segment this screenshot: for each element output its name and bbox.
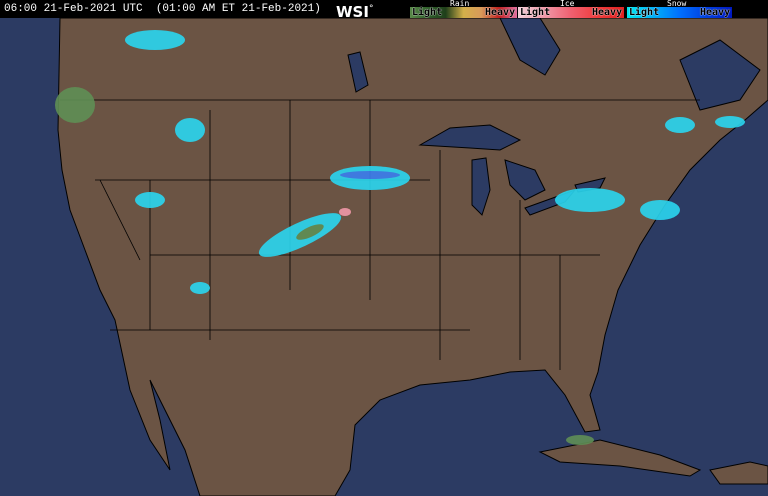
wsi-logo: WSI° [336, 3, 374, 21]
hudson-bay [499, 18, 561, 76]
legend-snow-heavy: Heavy [700, 7, 731, 18]
rain-echo [566, 435, 594, 445]
timestamp: 06:00 21-Feb-2021 UTC (01:00 AM ET 21-Fe… [4, 3, 321, 15]
radar-echoes [55, 30, 745, 445]
snow-echo [555, 188, 625, 212]
snow-echo [665, 117, 695, 133]
snow-echo [175, 118, 205, 142]
legend-rain-light: Light [412, 7, 443, 18]
legend-rain-heavy: Heavy [485, 7, 516, 18]
rain-echo [55, 87, 95, 123]
lake-winnipeg [347, 51, 369, 93]
legend-ice-title: Ice [560, 0, 575, 8]
snow-echo [715, 116, 745, 128]
legend-snow: Light Snow Heavy [627, 0, 732, 18]
legend-ice-heavy: Heavy [592, 7, 623, 18]
gulf-of-st-lawrence [679, 39, 761, 111]
snow-echo [340, 171, 400, 179]
legend-rain-gradient [410, 7, 517, 18]
snow-echo [640, 200, 680, 220]
legend-rain-title: Rain [450, 0, 470, 8]
legend-snow-gradient [627, 7, 732, 18]
legend-snow-light: Light [629, 7, 660, 18]
legend-ice-gradient [518, 7, 624, 18]
lake-superior [418, 124, 522, 151]
north-america-land [57, 18, 768, 496]
snow-echo [190, 282, 210, 294]
legend-rain: Light Rain Heavy [410, 0, 517, 18]
legend-ice: Light Ice Heavy [518, 0, 624, 18]
header-bar: 06:00 21-Feb-2021 UTC (01:00 AM ET 21-Fe… [0, 0, 768, 21]
legend-ice-light: Light [520, 7, 551, 18]
map-canvas [55, 18, 768, 496]
snow-echo [125, 30, 185, 50]
lake-huron [504, 159, 546, 201]
rain-echo [296, 224, 324, 240]
cuba [538, 439, 702, 477]
hispaniola [709, 461, 768, 485]
legend-snow-title: Snow [667, 0, 687, 8]
state-borders [60, 99, 700, 370]
lake-michigan [471, 157, 491, 216]
snow-echo [135, 192, 165, 208]
ice-echo [339, 208, 351, 216]
